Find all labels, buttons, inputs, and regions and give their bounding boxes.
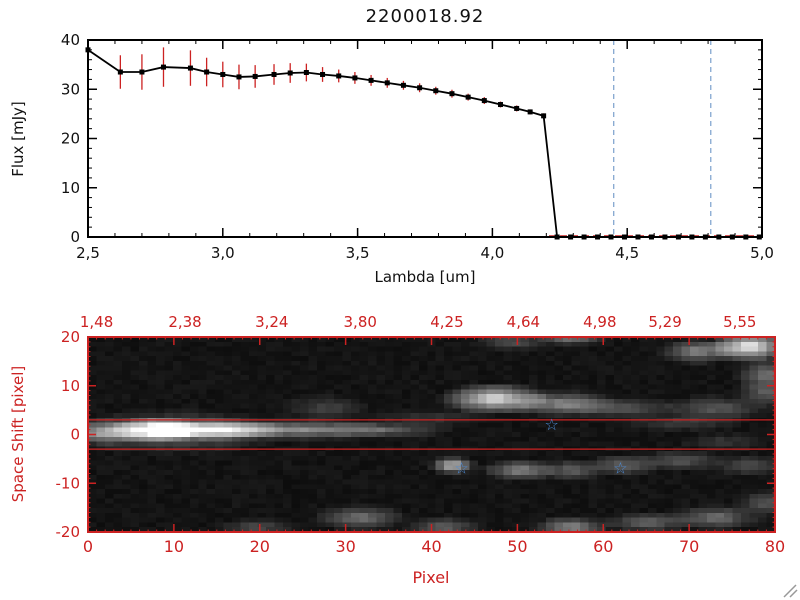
tick-label: 2,5 (76, 244, 100, 262)
data-point (497, 102, 503, 108)
tick-label: 70 (679, 537, 699, 556)
tick-label: -20 (56, 523, 81, 541)
tick-label: 80 (765, 537, 785, 556)
data-point (252, 73, 258, 79)
tick-label: 60 (593, 537, 613, 556)
top-axis-label: 5,55 (723, 313, 756, 331)
data-point (352, 75, 358, 81)
tick-label: 0 (83, 537, 93, 556)
tick-label: 30 (335, 537, 355, 556)
spectral-image (88, 337, 775, 532)
top-axis-label: 2,38 (168, 313, 201, 331)
spectrum-xaxis-label: Lambda [um] (374, 268, 476, 286)
top-axis-label: 3,80 (344, 313, 377, 331)
tick-label: 40 (421, 537, 441, 556)
top-axis-label: 4,98 (583, 313, 616, 331)
data-point (287, 70, 293, 76)
data-point (384, 80, 390, 86)
data-point (320, 71, 326, 77)
star-marker: ☆ (613, 459, 627, 478)
tick-label: 10 (61, 377, 80, 395)
data-point (160, 64, 166, 70)
data-point (527, 109, 533, 115)
data-point (541, 113, 547, 119)
data-point (433, 88, 439, 94)
tick-label: 20 (61, 130, 80, 148)
tick-label: 10 (61, 179, 80, 197)
tick-label: 4,5 (615, 244, 639, 262)
data-point (465, 94, 471, 100)
data-point (187, 65, 193, 71)
top-axis-label: 4,25 (430, 313, 463, 331)
top-axis-label: 1,48 (80, 313, 113, 331)
data-point (139, 69, 145, 75)
data-point (303, 70, 309, 76)
tick-label: -10 (56, 474, 81, 492)
tick-label: 5,0 (750, 244, 774, 262)
data-point (220, 71, 226, 77)
tick-label: 10 (164, 537, 184, 556)
tick-label: 0 (70, 228, 80, 246)
data-point (117, 69, 123, 75)
spectrum-line (87, 49, 760, 238)
spectral-image-axes: ☆ ☆ ☆ 1,48 2,38 3,24 3,80 4,25 4,64 4,98 5,29 5,55 0… (56, 313, 786, 556)
tick-label: 4,0 (480, 244, 504, 262)
data-point (368, 77, 374, 83)
data-point (236, 74, 242, 80)
tick-label: 20 (250, 537, 270, 556)
window-resize-grip[interactable] (780, 582, 798, 598)
data-point (417, 85, 423, 91)
data-point (336, 73, 342, 79)
chart-title: 2200018.92 (365, 6, 485, 27)
image-frame (87, 336, 776, 533)
top-axis-label: 5,29 (648, 313, 681, 331)
tick-label: 3,5 (346, 244, 370, 262)
data-point (400, 82, 406, 88)
data-point (204, 69, 210, 75)
tick-label: 50 (507, 537, 527, 556)
tick-label: 3,0 (211, 244, 235, 262)
star-marker: ☆ (454, 459, 468, 478)
image-xaxis-label: Pixel (412, 568, 450, 587)
data-point (449, 91, 455, 97)
top-axis-label: 4,64 (507, 313, 540, 331)
spectrum-yaxis-label: Flux [mJy] (9, 101, 27, 177)
image-yaxis-label: Space Shift [pixel] (9, 365, 27, 503)
data-point (481, 98, 487, 104)
spectrum-plot: 2,5 3,0 3,5 4,0 4,5 5,0 0 10 20 30 40 (61, 31, 774, 262)
star-marker: ☆ (545, 415, 559, 434)
tick-label: 40 (61, 31, 80, 49)
data-point (514, 105, 520, 111)
tick-label: 20 (61, 328, 80, 346)
data-point (271, 71, 277, 77)
tick-label: 30 (61, 80, 80, 98)
top-axis-label: 3,24 (255, 313, 288, 331)
tick-label: 0 (70, 426, 80, 444)
